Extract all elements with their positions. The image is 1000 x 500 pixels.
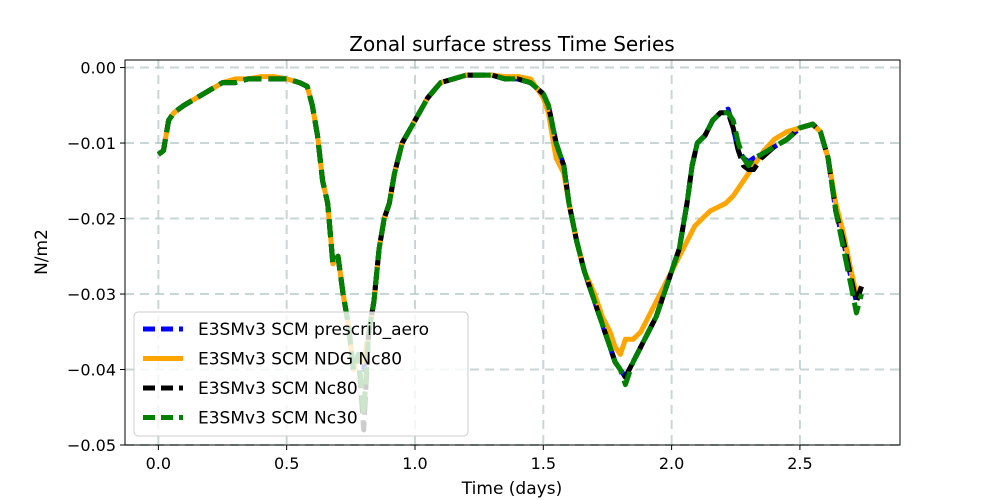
legend-label-4: E3SMv3 SCM Nc30 <box>198 409 358 429</box>
series-layer <box>156 72 864 433</box>
legend-label-1: E3SMv3 SCM prescrib_aero <box>198 320 429 340</box>
x-tick-label: 2.0 <box>659 454 684 473</box>
plot-frame <box>124 59 901 446</box>
legend: E3SMv3 SCM prescrib_aero E3SMv3 SCM NDG N… <box>133 311 469 437</box>
x-tick-label: 1.5 <box>531 454 556 473</box>
y-tick-label: 0.00 <box>80 59 116 78</box>
y-tick-label: −0.04 <box>67 361 116 380</box>
x-tick-label: 1.0 <box>402 454 427 473</box>
chart-title: Zonal surface stress Time Series <box>349 32 674 56</box>
legend-box <box>133 311 469 437</box>
x-tick-label: 0.5 <box>274 454 299 473</box>
x-tick-label: 2.5 <box>787 454 812 473</box>
x-tick-label: 0.0 <box>146 454 171 473</box>
series-line-4 <box>156 72 864 418</box>
legend-label-3: E3SMv3 SCM Nc80 <box>198 379 358 399</box>
y-tick-label: −0.01 <box>67 134 116 153</box>
y-tick-label: −0.03 <box>67 285 116 304</box>
x-axis-title: Time (days) <box>461 479 562 499</box>
y-axis-title: N/m2 <box>32 229 52 275</box>
legend-label-2: E3SMv3 SCM NDG Nc80 <box>198 350 402 370</box>
y-tick-label: −0.05 <box>67 436 116 455</box>
y-axis: 0.00 −0.01 −0.02 −0.03 −0.04 −0.05 <box>67 59 125 455</box>
y-tick-label: −0.02 <box>67 210 116 229</box>
x-axis: 0.0 0.5 1.0 1.5 2.0 2.5 <box>146 445 813 473</box>
